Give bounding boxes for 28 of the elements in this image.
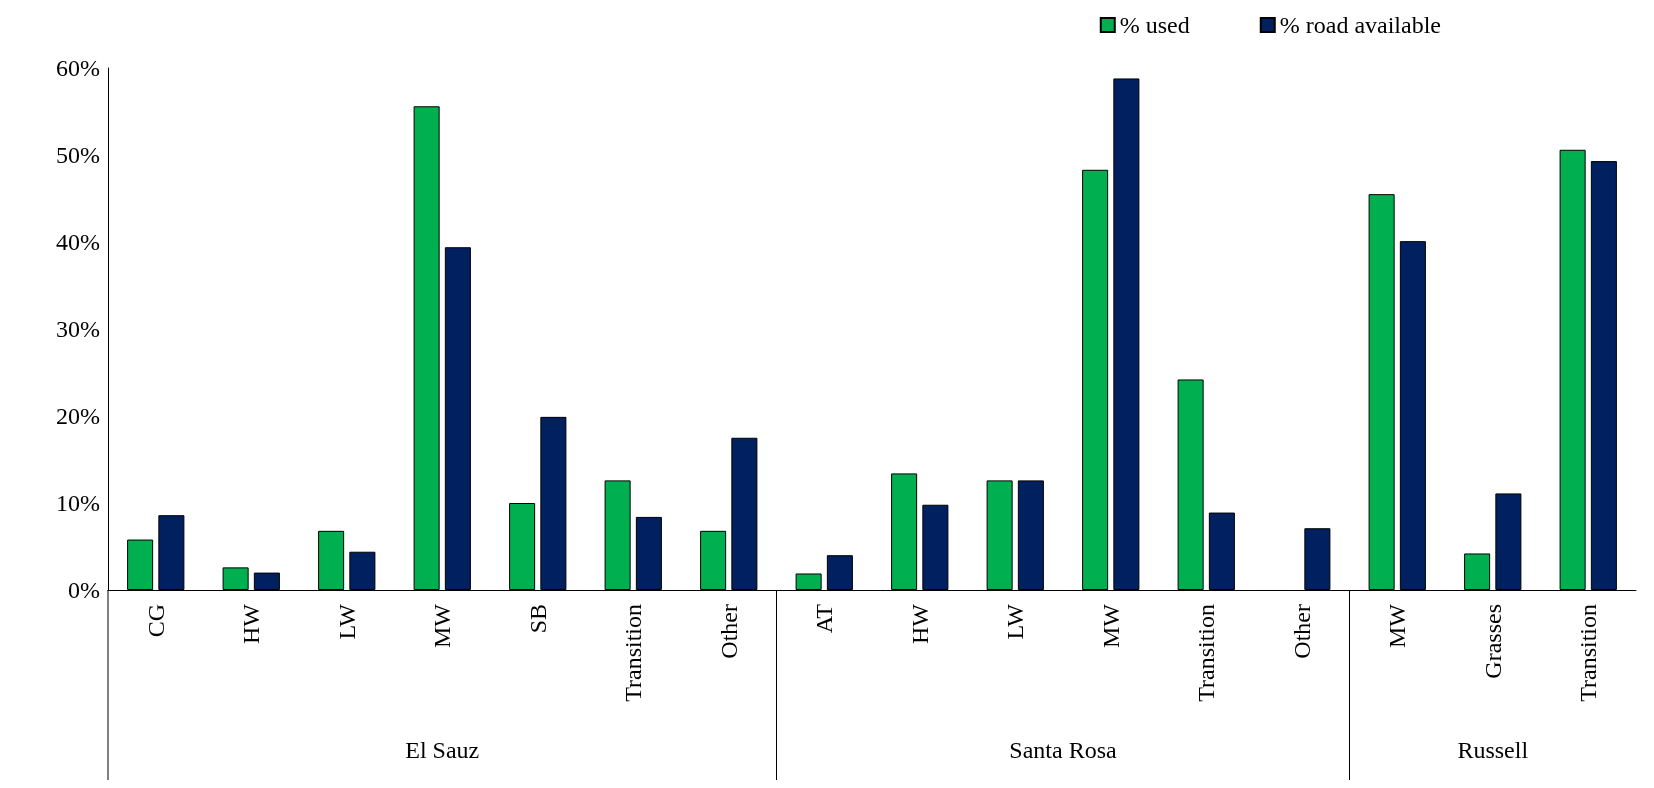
y-tick-label: 60%	[56, 55, 100, 81]
x-tick-label: HW	[238, 603, 265, 644]
x-tick-label: SB	[524, 604, 551, 634]
x-tick-label: HW	[906, 603, 933, 644]
x-tick-label: LW	[1002, 603, 1029, 640]
y-tick-label: 10%	[56, 490, 100, 516]
y-tick-label: 20%	[56, 403, 100, 429]
text: Santa Rosa	[1009, 737, 1117, 763]
text: El Sauz	[405, 737, 480, 763]
x-tick-label: Transition	[1193, 604, 1220, 702]
x-tick-label: MW	[1097, 603, 1124, 648]
legend-label: % road available	[1279, 12, 1441, 38]
x-tick-label: Other	[715, 604, 742, 659]
x-tick-label: MW	[429, 603, 456, 648]
x-tick-label: Other	[1288, 604, 1315, 659]
x-tick-label: LW	[333, 603, 360, 640]
y-tick-label: 50%	[56, 142, 100, 168]
y-tick-label: 40%	[56, 229, 100, 255]
x-tick-label: AT	[811, 603, 838, 634]
y-tick-label: 30%	[56, 316, 100, 342]
x-tick-label: Transition	[1575, 604, 1602, 702]
x-tick-label: Transition	[620, 604, 647, 702]
x-tick-label: Grasses	[1479, 604, 1506, 679]
text: Russell	[1457, 737, 1529, 763]
x-tick-label: MW	[1384, 603, 1411, 648]
legend-label: % used	[1119, 12, 1190, 38]
x-tick-label: CG	[142, 604, 169, 638]
y-tick-label: 0%	[68, 577, 100, 603]
